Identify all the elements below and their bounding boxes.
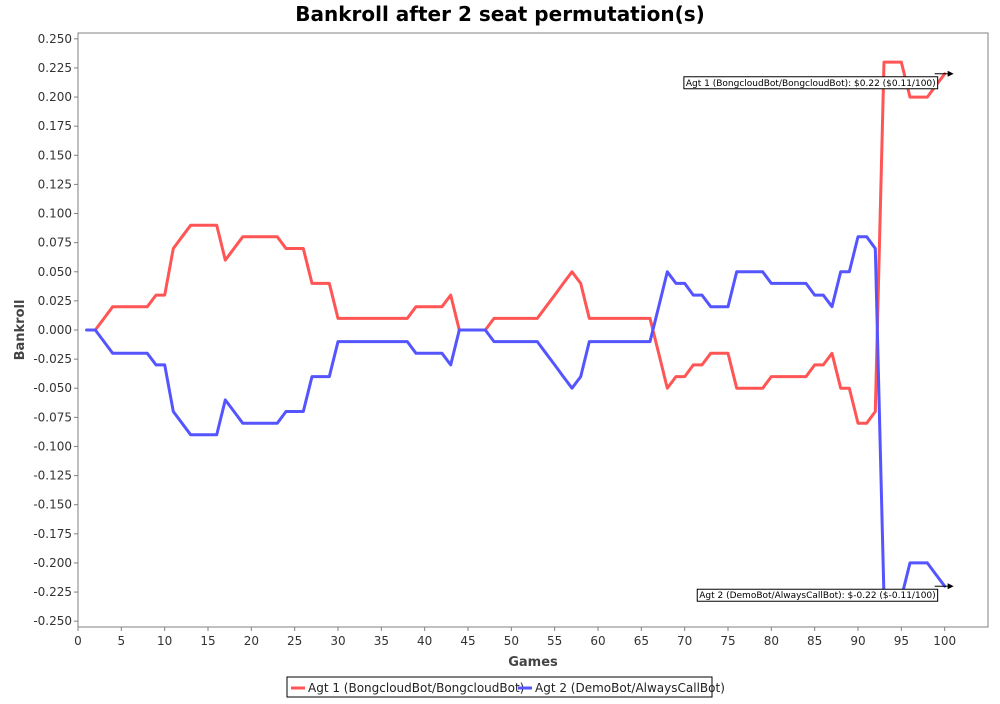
x-tick-label: 10 <box>157 634 172 648</box>
x-tick-label: 30 <box>330 634 345 648</box>
x-axis-label: Games <box>508 655 558 670</box>
annotation-arrow-head <box>947 70 954 77</box>
chart-title: Bankroll after 2 seat permutation(s) <box>295 2 705 26</box>
y-tick-label: 0.175 <box>38 119 72 133</box>
x-tick-label: 80 <box>764 634 779 648</box>
x-tick-label: 5 <box>118 634 126 648</box>
x-tick-label: 85 <box>807 634 822 648</box>
x-tick-label: 20 <box>244 634 259 648</box>
y-tick-label: -0.250 <box>33 614 72 628</box>
legend-label-agt1: Agt 1 (BongcloudBot/BongcloudBot) <box>308 681 524 695</box>
plot-area <box>77 32 989 628</box>
x-tick-label: 25 <box>287 634 302 648</box>
legend: Agt 1 (BongcloudBot/BongcloudBot) Agt 2 … <box>286 676 725 698</box>
legend-box <box>286 676 713 698</box>
x-tick-label: 70 <box>677 634 692 648</box>
y-tick-label: 0.025 <box>38 294 72 308</box>
y-tick-label: -0.150 <box>33 498 72 512</box>
annotation-label-agt1: Agt 1 (BongcloudBot/BongcloudBot): $0.22… <box>686 79 936 89</box>
annotation-label-agt2: Agt 2 (DemoBot/AlwaysCallBot): $-0.22 ($… <box>699 591 935 601</box>
y-tick-label: 0.225 <box>38 61 72 75</box>
x-tick-label: 15 <box>200 634 215 648</box>
x-tick-label: 100 <box>933 634 956 648</box>
annotations: Agt 1 (BongcloudBot/BongcloudBot): $0.22… <box>683 70 954 602</box>
series-line-agt1 <box>85 60 947 425</box>
y-tick-label: -0.225 <box>33 585 72 599</box>
x-tick-label: 75 <box>720 634 735 648</box>
series-lines <box>85 60 947 600</box>
x-tick-label: 55 <box>547 634 562 648</box>
y-tick-label: 0.200 <box>38 90 72 104</box>
y-tick-label: 0.000 <box>38 323 72 337</box>
x-tick-label: 40 <box>417 634 432 648</box>
y-tick-label: 0.125 <box>38 177 72 191</box>
x-tick-label: 50 <box>504 634 519 648</box>
legend-label-agt2: Agt 2 (DemoBot/AlwaysCallBot) <box>535 681 725 695</box>
x-tick-label: 0 <box>74 634 82 648</box>
y-tick-label: -0.175 <box>33 527 72 541</box>
y-tick-label: -0.100 <box>33 439 72 453</box>
x-tick-label: 65 <box>634 634 649 648</box>
x-axis-ticks: 0 5 10 15 20 25 30 35 40 45 50 55 60 65 70 75 80 85 90 95 10… <box>74 627 956 648</box>
y-axis-ticks: 0.250 0.225 0.200 0.175 0.150 0.125 0.100 0.075… <box>33 32 78 628</box>
y-tick-label: -0.125 <box>33 469 72 483</box>
annotation-box-agt2 <box>696 588 939 602</box>
x-tick-label: 60 <box>590 634 605 648</box>
y-tick-label: -0.025 <box>33 352 72 366</box>
y-axis-label: Bankroll <box>13 300 28 361</box>
y-tick-label: -0.200 <box>33 556 72 570</box>
annotation-arrow-head <box>947 583 954 590</box>
x-tick-label: 90 <box>850 634 865 648</box>
x-tick-label: 95 <box>894 634 909 648</box>
y-tick-label: 0.075 <box>38 236 72 250</box>
y-tick-label: 0.250 <box>38 32 72 46</box>
annotation-box-agt1 <box>683 76 939 90</box>
y-tick-label: 0.100 <box>38 207 72 221</box>
y-tick-label: -0.075 <box>33 410 72 424</box>
x-tick-label: 35 <box>374 634 389 648</box>
y-tick-label: -0.050 <box>33 381 72 395</box>
series-line-agt2 <box>85 235 947 600</box>
x-tick-label: 45 <box>460 634 475 648</box>
y-tick-label: 0.150 <box>38 148 72 162</box>
y-tick-label: 0.050 <box>38 265 72 279</box>
